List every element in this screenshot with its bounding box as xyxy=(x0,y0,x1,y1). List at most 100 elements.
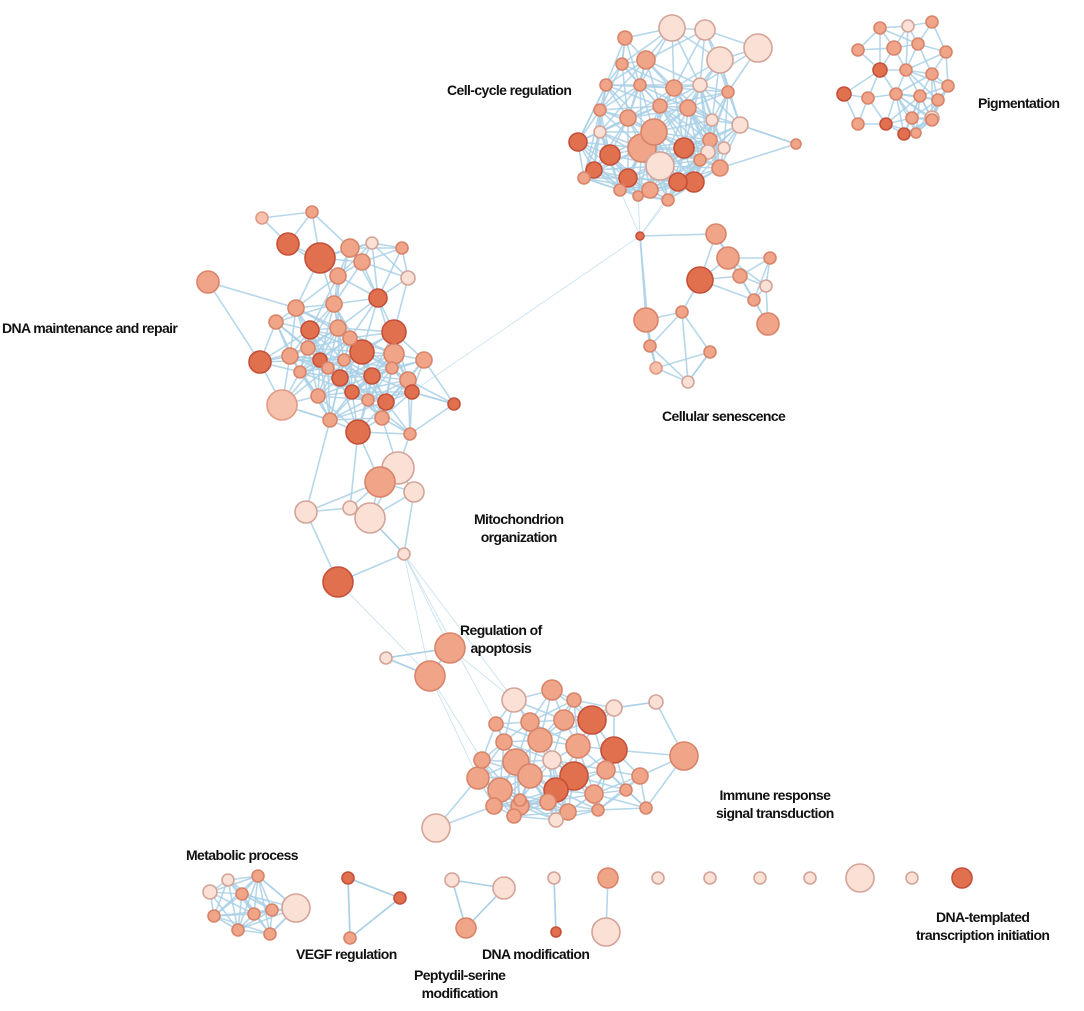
node-dnarepair xyxy=(349,339,375,365)
node-cellcycle xyxy=(632,190,644,202)
node-cellcycle xyxy=(673,137,695,159)
edge-cross-cluster xyxy=(411,235,641,393)
node-pigment xyxy=(851,43,865,57)
node-immune xyxy=(541,679,563,701)
node-dnarepair xyxy=(377,393,395,411)
node-transc xyxy=(905,871,919,885)
node-pigment xyxy=(889,87,903,101)
node-pigment xyxy=(939,45,953,59)
node-transc xyxy=(591,917,621,947)
node-metabolic xyxy=(221,873,235,887)
node-cellcycle xyxy=(593,125,607,139)
label-mitochondrion-organization: Mitochondrion organization xyxy=(474,511,564,545)
node-immune xyxy=(466,766,490,790)
node-dnarepair xyxy=(337,353,351,367)
edge-cross-cluster xyxy=(403,553,515,701)
edge-pigment xyxy=(905,25,909,71)
node-dnarepair xyxy=(255,211,269,225)
edge-link xyxy=(681,311,689,383)
node-dnarepair xyxy=(305,205,319,219)
node-immune xyxy=(669,741,699,771)
node-metabolic xyxy=(235,887,249,901)
node-senes xyxy=(705,223,727,245)
node-immune xyxy=(501,687,527,713)
node-immune xyxy=(542,750,562,770)
node-dnarepair xyxy=(322,412,338,428)
edge-senes xyxy=(753,257,771,301)
node-pigment xyxy=(905,111,919,125)
node-immune xyxy=(565,733,591,759)
label-regulation-of-apoptosis: Regulation of apoptosis xyxy=(460,622,542,656)
node-cellcycle xyxy=(652,98,668,114)
edge-cellcycle xyxy=(687,107,725,149)
edge-layer xyxy=(207,21,949,939)
edge-cellcycle xyxy=(605,37,626,86)
node-cellcycle xyxy=(658,14,686,42)
edge-cellcycle xyxy=(627,87,675,119)
node-dnarepair xyxy=(329,319,347,337)
node-pigment xyxy=(897,127,911,141)
node-metabolic xyxy=(281,893,311,923)
node-cellcycle xyxy=(665,79,683,97)
node-dnarepair xyxy=(344,384,360,400)
node-dnarepair xyxy=(321,361,335,375)
node-dnarepair xyxy=(325,295,343,313)
edge-immune xyxy=(597,807,647,811)
node-immune xyxy=(619,783,633,797)
node-senes xyxy=(763,251,777,265)
node-cellcycle xyxy=(694,19,716,41)
node-senes xyxy=(759,279,773,293)
node-dnarepair xyxy=(196,270,220,294)
node-apop xyxy=(414,660,446,692)
label-dna-templated-transcription-initiation: DNA-templated transcription initiation xyxy=(916,909,1050,943)
node-dnarepair xyxy=(266,389,298,421)
node-dnarepair xyxy=(268,314,284,330)
node-transc xyxy=(951,867,973,889)
node-dnarepair xyxy=(248,350,272,374)
node-metabolic xyxy=(265,903,279,917)
node-immune xyxy=(648,694,664,710)
node-senes xyxy=(675,305,689,319)
node-mito xyxy=(322,566,354,598)
node-pigment xyxy=(913,89,927,103)
node-transc xyxy=(703,871,717,885)
node-immune xyxy=(513,793,527,807)
node-cellcycle xyxy=(636,50,656,70)
edge-link xyxy=(347,877,401,899)
edge-cross-cluster xyxy=(403,553,451,649)
edge-cross-cluster xyxy=(429,675,483,761)
node-immune xyxy=(577,705,607,735)
node-dnarepair xyxy=(363,367,381,385)
node-cellcycle xyxy=(633,78,647,92)
node-pigment xyxy=(925,113,939,127)
node-cellcycle xyxy=(790,138,802,150)
node-dnarepair xyxy=(404,384,420,400)
edge-metabolic xyxy=(227,879,239,931)
edge-dnarepair xyxy=(275,303,335,323)
node-metabolic xyxy=(247,907,261,921)
label-metabolic-process: Metabolic process xyxy=(186,847,299,863)
node-senes xyxy=(681,375,695,389)
node-dnarepair xyxy=(374,410,390,426)
edge-dnarepair xyxy=(295,275,339,309)
label-vegf-regulation: VEGF regulation xyxy=(296,946,397,962)
edge-senes xyxy=(649,311,683,347)
node-dnarepair xyxy=(400,270,416,286)
node-senes xyxy=(686,266,714,294)
edge-cross-cluster xyxy=(639,181,679,237)
node-dnamod xyxy=(547,871,561,885)
edge-dnarepair xyxy=(343,359,369,401)
label-dna-maintenance-and-repair: DNA maintenance and repair xyxy=(2,320,178,336)
node-immune xyxy=(639,801,653,815)
node-dnarepair xyxy=(365,236,379,250)
node-pigment xyxy=(851,117,865,131)
node-immune xyxy=(539,793,557,811)
label-dna-modification: DNA modification xyxy=(482,946,590,962)
node-dnarepair xyxy=(447,397,461,411)
node-immune xyxy=(517,763,543,789)
label-immune-response-signal-transduction: Immune response signal transduction xyxy=(716,787,834,821)
node-senes xyxy=(633,307,659,333)
node-pept xyxy=(444,872,460,888)
node-immune xyxy=(600,736,628,764)
